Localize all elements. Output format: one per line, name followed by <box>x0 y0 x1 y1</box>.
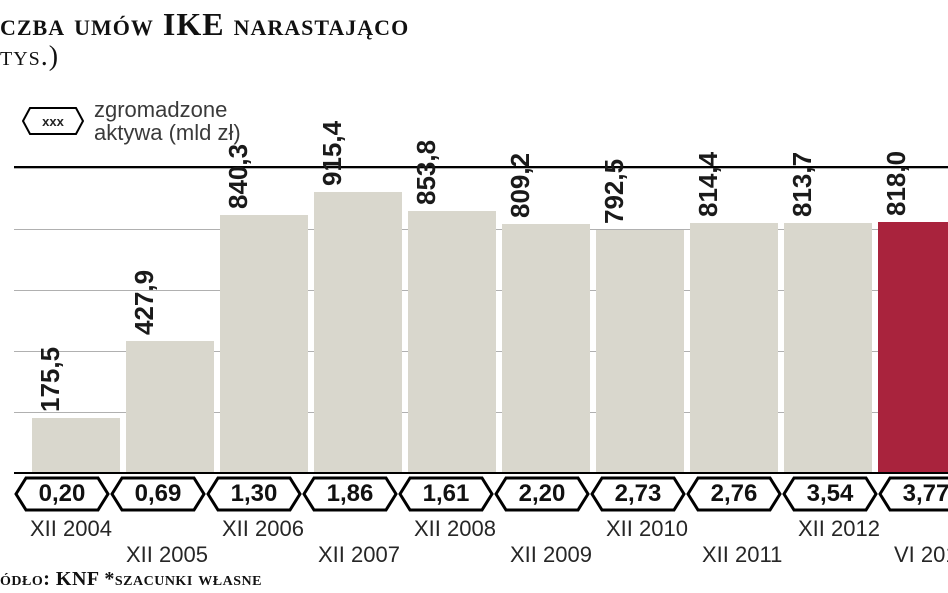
bar-value-label: 814,4 <box>693 152 724 223</box>
hex-value-badge: 1,61 <box>398 476 494 512</box>
bar: 814,4 <box>690 223 778 472</box>
hex-value-badge: 3,77 <box>878 476 948 512</box>
bar: 818,0 <box>878 222 948 472</box>
bar: 840,3 <box>220 215 308 472</box>
x-tick-label: VI 201 <box>894 542 948 568</box>
hex-value-badge: 0,20 <box>14 476 110 512</box>
bar-slot: 814,4 <box>690 223 778 472</box>
hex-value-text: 2,76 <box>711 480 758 508</box>
x-axis-line <box>14 472 948 474</box>
hex-value-text: 1,86 <box>327 480 374 508</box>
bar-value-label: 915,4 <box>317 121 348 192</box>
bar-value-label: 427,9 <box>129 270 160 341</box>
bar: 915,4 <box>314 192 402 472</box>
hex-slot: 2,73 <box>590 476 686 512</box>
bar-slot: 175,5 <box>32 418 120 472</box>
bar-slot: 813,7 <box>784 223 872 472</box>
x-tick-label: XII 2012 <box>798 516 880 542</box>
hex-value-text: 3,54 <box>807 480 854 508</box>
source-text: ódło: KNF *szacunki własne <box>0 568 262 591</box>
hex-slot: 3,54 <box>782 476 878 512</box>
hex-value-badge: 2,76 <box>686 476 782 512</box>
bar-value-label: 792,5 <box>599 158 630 229</box>
hex-value-badge: 0,69 <box>110 476 206 512</box>
legend-label-line1: zgromadzone <box>94 98 241 121</box>
title-line-2: tys.) <box>0 41 409 73</box>
hex-value-row: 0,20 0,69 1,30 1,86 1,61 2,20 <box>14 476 948 512</box>
hex-value-text: 1,61 <box>423 480 470 508</box>
bar-slot: 853,8 <box>408 211 496 472</box>
x-tick-label: XII 2010 <box>606 516 688 542</box>
bars-container: 175,5427,9840,3915,4853,8809,2792,5814,4… <box>32 166 948 472</box>
x-tick-label: XII 2004 <box>30 516 112 542</box>
hex-slot: 1,61 <box>398 476 494 512</box>
bar-value-label: 840,3 <box>223 144 254 215</box>
hex-slot: 0,69 <box>110 476 206 512</box>
x-tick-label: XII 2008 <box>414 516 496 542</box>
hex-slot: 2,20 <box>494 476 590 512</box>
legend: xxx zgromadzone aktywa (mld zł) <box>22 98 241 144</box>
bar-slot: 792,5 <box>596 230 684 473</box>
bar: 853,8 <box>408 211 496 472</box>
x-tick-label: XII 2005 <box>126 542 208 568</box>
hex-value-text: 2,73 <box>615 480 662 508</box>
bar-slot: 427,9 <box>126 341 214 472</box>
legend-badge-text: xxx <box>42 114 64 129</box>
hex-slot: 0,20 <box>14 476 110 512</box>
legend-hex-badge: xxx <box>22 107 84 135</box>
legend-label: zgromadzone aktywa (mld zł) <box>94 98 241 144</box>
bar-slot: 840,3 <box>220 215 308 472</box>
hex-value-badge: 3,54 <box>782 476 878 512</box>
x-tick-labels: XII 2004 XII 2005 XII 2006 XII 2007 XII 2008… <box>14 516 948 570</box>
x-tick-label: XII 2009 <box>510 542 592 568</box>
x-tick-label: XII 2006 <box>222 516 304 542</box>
hex-value-text: 3,77 <box>903 480 948 508</box>
bar-slot: 809,2 <box>502 224 590 472</box>
hex-value-text: 0,20 <box>39 480 86 508</box>
bar: 427,9 <box>126 341 214 472</box>
plot-area: 175,5427,9840,3915,4853,8809,2792,5814,4… <box>14 166 948 474</box>
bar-value-label: 809,2 <box>505 153 536 224</box>
title-line-1: czba umów IKE narastająco <box>0 6 409 43</box>
bar-value-label: 175,5 <box>35 347 66 418</box>
hex-value-badge: 2,73 <box>590 476 686 512</box>
hex-value-text: 0,69 <box>135 480 182 508</box>
x-tick-label: XII 2007 <box>318 542 400 568</box>
bar: 175,5 <box>32 418 120 472</box>
hex-value-badge: 2,20 <box>494 476 590 512</box>
bar: 792,5 <box>596 230 684 473</box>
hex-slot: 3,77 <box>878 476 948 512</box>
bar: 809,2 <box>502 224 590 472</box>
hex-value-badge: 1,86 <box>302 476 398 512</box>
bar-slot: 915,4 <box>314 192 402 472</box>
chart-title: czba umów IKE narastająco tys.) <box>0 6 409 73</box>
bar-value-label: 853,8 <box>411 140 442 211</box>
bar-slot: 818,0 <box>878 222 948 472</box>
legend-label-line2: aktywa (mld zł) <box>94 121 241 144</box>
bar: 813,7 <box>784 223 872 472</box>
bar-value-label: 818,0 <box>881 151 912 222</box>
hex-value-text: 2,20 <box>519 480 566 508</box>
hex-value-badge: 1,30 <box>206 476 302 512</box>
hex-value-text: 1,30 <box>231 480 278 508</box>
hex-slot: 1,86 <box>302 476 398 512</box>
x-tick-label: XII 2011 <box>702 542 782 568</box>
hex-slot: 2,76 <box>686 476 782 512</box>
hex-slot: 1,30 <box>206 476 302 512</box>
bar-value-label: 813,7 <box>787 152 818 223</box>
